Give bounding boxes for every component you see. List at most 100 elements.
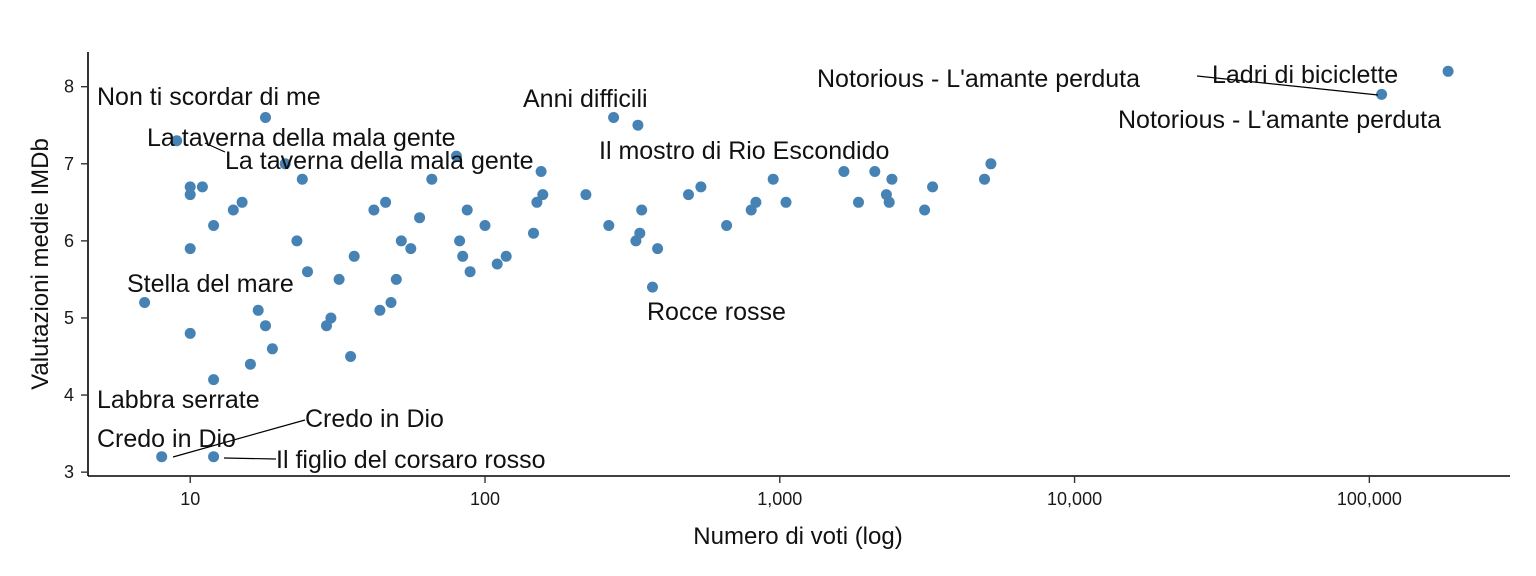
label-leader-line xyxy=(223,457,277,460)
points-layer xyxy=(139,65,1454,463)
label-leader-line xyxy=(204,142,226,153)
y-tick-label: 4 xyxy=(64,385,74,405)
point-label: Anni difficili xyxy=(523,85,648,113)
data-point xyxy=(500,250,512,262)
data-point xyxy=(414,212,426,224)
x-tick-label: 10,000 xyxy=(1047,489,1102,509)
data-point xyxy=(531,196,543,208)
data-point xyxy=(156,451,168,463)
data-point xyxy=(368,204,380,216)
label-leader-line xyxy=(172,419,306,458)
data-point xyxy=(883,196,895,208)
data-point xyxy=(985,158,997,170)
data-point xyxy=(260,320,271,332)
data-point xyxy=(1376,88,1388,100)
data-point xyxy=(479,220,491,231)
data-point xyxy=(603,220,615,231)
y-tick-label: 8 xyxy=(64,77,74,97)
y-axis-title: Valutazioni medie IMDb xyxy=(27,138,54,390)
data-point xyxy=(683,189,694,201)
data-point xyxy=(919,204,931,216)
y-tick-label: 7 xyxy=(64,154,74,174)
data-point xyxy=(325,312,337,324)
data-point xyxy=(345,351,357,362)
data-point xyxy=(385,297,397,308)
point-labels: Non ti scordar di me La taverna della mal… xyxy=(97,61,1441,474)
data-point xyxy=(380,196,392,208)
data-point xyxy=(869,166,881,177)
data-point xyxy=(208,451,220,463)
label-leaders xyxy=(172,75,1379,460)
label-leader-line xyxy=(1196,75,1379,96)
x-tick-label: 100 xyxy=(470,489,500,509)
data-point xyxy=(302,266,313,278)
data-point xyxy=(780,196,792,208)
point-label: La taverna della mala gente xyxy=(147,124,456,152)
data-point xyxy=(296,173,308,185)
x-tick-label: 1,000 xyxy=(757,489,802,509)
data-point xyxy=(647,281,658,293)
data-point xyxy=(348,250,360,262)
data-point xyxy=(252,304,264,316)
point-label: Rocce rosse xyxy=(647,298,786,326)
x-ticks: 10 100 1,000 10,000 100,000 xyxy=(180,476,1402,509)
data-point xyxy=(632,119,644,131)
data-point xyxy=(528,227,539,239)
data-point xyxy=(405,243,417,255)
data-point xyxy=(535,166,547,177)
data-point xyxy=(139,297,151,308)
data-point xyxy=(184,327,196,339)
data-point xyxy=(266,343,278,355)
data-point xyxy=(767,173,779,185)
point-label: Il mostro di Rio Escondido xyxy=(599,137,889,165)
y-tick-label: 3 xyxy=(64,462,74,482)
data-point xyxy=(457,250,469,262)
y-ticks: 3 4 5 6 7 8 xyxy=(64,77,88,482)
point-label: Ladri di biciclette xyxy=(1212,61,1398,89)
data-point xyxy=(636,204,648,216)
data-point xyxy=(652,243,664,255)
data-point xyxy=(374,304,386,316)
point-label: Non ti scordar di me xyxy=(97,83,321,111)
point-label: Notorious - L'amante perduta xyxy=(1118,106,1441,134)
axes xyxy=(87,52,1510,477)
data-point xyxy=(291,235,303,247)
data-point xyxy=(196,181,208,193)
data-point xyxy=(236,196,248,208)
x-tick-label: 10 xyxy=(180,489,200,509)
data-point xyxy=(333,273,345,285)
data-point xyxy=(390,273,402,285)
data-point xyxy=(184,181,196,193)
point-label: Credo in Dio xyxy=(97,425,236,453)
point-label: Stella del mare xyxy=(127,270,294,298)
x-axis-title: Numero di voti (log) xyxy=(693,523,902,550)
data-point xyxy=(184,243,196,255)
data-point xyxy=(721,220,733,231)
data-point xyxy=(208,220,220,231)
data-point xyxy=(1442,65,1454,77)
data-point xyxy=(464,266,476,278)
data-point xyxy=(208,374,220,386)
point-label: Credo in Dio xyxy=(305,405,444,433)
data-point xyxy=(426,173,438,185)
data-point xyxy=(171,135,183,147)
data-point xyxy=(260,112,271,123)
y-tick-label: 5 xyxy=(64,308,74,328)
data-point xyxy=(537,189,549,201)
data-point xyxy=(461,204,473,216)
data-point xyxy=(184,189,196,201)
y-tick-label: 6 xyxy=(64,231,74,251)
data-point xyxy=(608,112,620,123)
x-tick-label: 100,000 xyxy=(1337,489,1402,509)
data-point xyxy=(695,181,707,193)
data-point xyxy=(927,181,939,193)
data-point xyxy=(979,173,990,185)
data-point xyxy=(450,150,462,162)
data-point xyxy=(279,158,291,170)
point-label: Notorious - L'amante perduta xyxy=(817,65,1140,93)
data-point xyxy=(454,235,466,247)
data-point xyxy=(491,258,503,270)
data-point xyxy=(227,204,239,216)
point-label: Labbra serrate xyxy=(97,386,260,414)
